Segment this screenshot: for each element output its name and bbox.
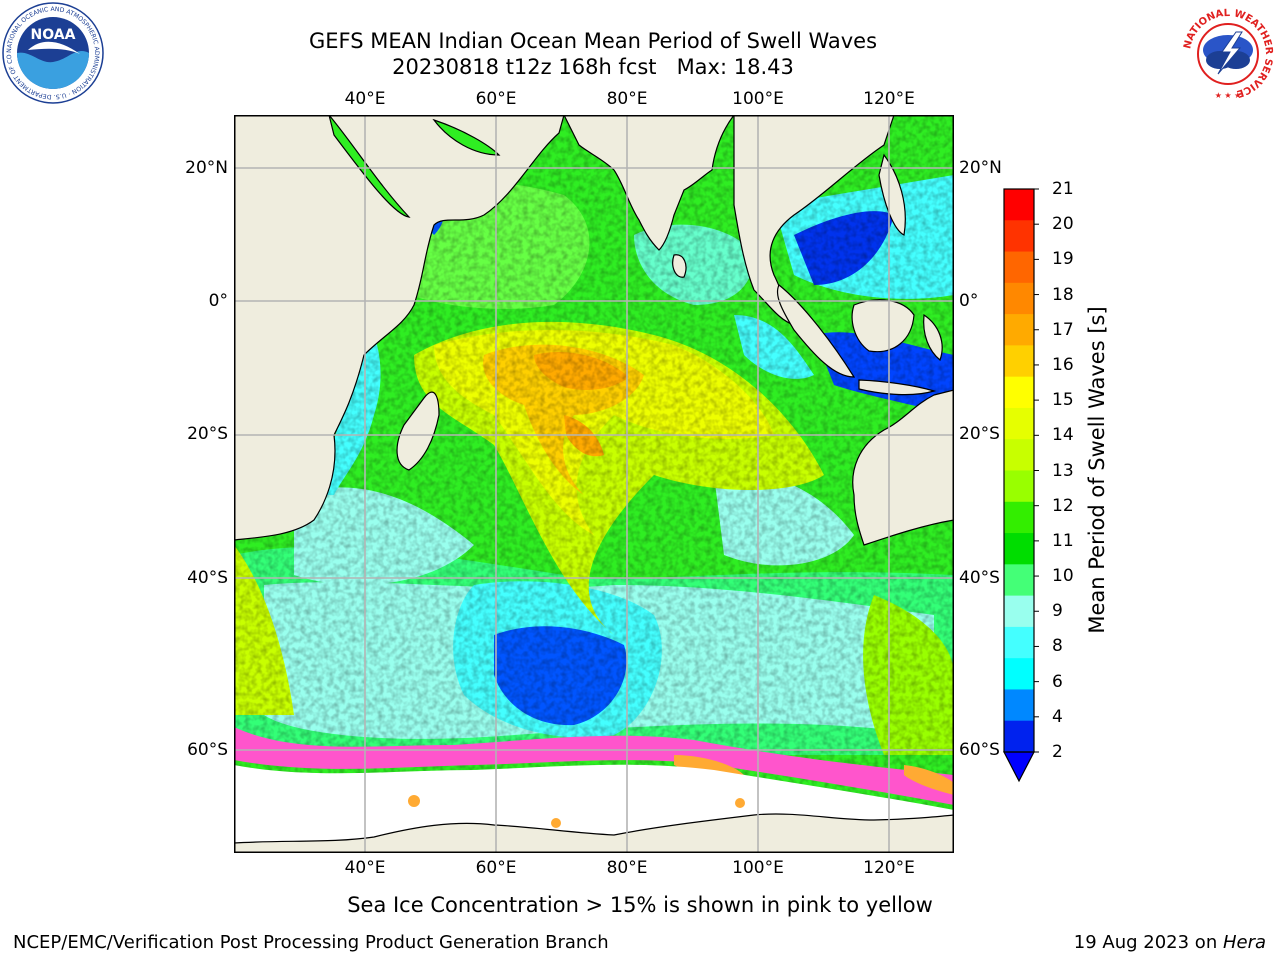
- sea-ice-edge: [234, 727, 954, 805]
- colorbar-segment: [1004, 439, 1034, 471]
- ice-fleck: [408, 795, 420, 807]
- colorbar-segment: [1004, 220, 1034, 253]
- svg-text:★ ★ ★: ★ ★ ★: [1215, 91, 1242, 100]
- land-java: [858, 379, 937, 396]
- colorbar-segment: [1004, 189, 1034, 221]
- colorbar-level-label: 9: [1052, 601, 1063, 622]
- colorbar-segment: [1004, 720, 1034, 753]
- colorbar-level-label: 4: [1052, 706, 1063, 727]
- colorbar-segment: [1004, 407, 1034, 440]
- map-border: [234, 115, 954, 853]
- sea-ice-note: Sea Ice Concentration > 15% is shown in …: [347, 893, 933, 917]
- colorbar-segment: [1004, 282, 1034, 315]
- lon-tick-bottom: 120°E: [863, 858, 915, 878]
- colorbar-segment: [1004, 689, 1034, 722]
- land-africa-arabia: [234, 115, 565, 541]
- colorbar-ticks: [1034, 188, 1039, 753]
- colorbar-level-label: 14: [1052, 425, 1074, 446]
- land-india: [563, 115, 735, 251]
- colorbar-level-label: 12: [1052, 495, 1074, 516]
- colorbar-segment: [1004, 376, 1034, 409]
- lon-tick-bottom: 40°E: [344, 858, 386, 878]
- noaa-logo: NATIONAL OCEANIC AND ATMOSPHERIC ADMINIS…: [2, 2, 104, 104]
- colorbar-segment: [1004, 251, 1034, 284]
- colorbar-segment: [1004, 595, 1034, 628]
- colorbar-segment: [1004, 658, 1034, 690]
- lat-tick-left: 60°S: [187, 740, 228, 760]
- persian-gulf: [432, 118, 501, 156]
- lon-tick-top: 100°E: [732, 89, 784, 109]
- colorbar-segment: [1004, 345, 1034, 378]
- map-frame: [234, 115, 954, 853]
- lon-tick-bottom: 80°E: [606, 858, 648, 878]
- colorbar: [1003, 188, 1039, 783]
- lat-tick-right: 40°S: [959, 568, 1000, 588]
- colorbar-segment: [1004, 626, 1034, 659]
- footer-host: Hera: [1222, 932, 1266, 953]
- lon-tick-top: 40°E: [344, 89, 386, 109]
- land-philippines: [878, 153, 906, 236]
- red-sea: [328, 115, 411, 218]
- colorbar-segments: [1004, 189, 1034, 753]
- colorbar-segment: [1004, 314, 1034, 346]
- colorbar-level-label: 2: [1052, 742, 1063, 762]
- colorbar-level-label: 13: [1052, 460, 1074, 481]
- land-madagascar: [396, 391, 440, 471]
- map-subtitle: 20230818 t12z 168h fcst Max: 18.43: [392, 55, 794, 79]
- ice-fleck: [735, 798, 745, 808]
- colorbar-segment: [1004, 470, 1034, 503]
- lat-tick-left: 20°S: [187, 424, 228, 444]
- colorbar-segment: [1004, 501, 1034, 534]
- lat-tick-right: 0°: [959, 291, 979, 311]
- swell-period-map: [234, 115, 954, 853]
- map-title: GEFS MEAN Indian Ocean Mean Period of Sw…: [308, 29, 878, 53]
- footer-date: 19 Aug 2023 on Hera: [1074, 932, 1266, 954]
- colorbar-level-label: 17: [1052, 319, 1074, 340]
- colorbar-level-label: 19: [1052, 249, 1074, 270]
- colorbar-label: Mean Period of Swell Waves [s]: [1085, 306, 1109, 634]
- land-antarctica: [234, 813, 954, 853]
- lat-tick-left: 0°: [208, 291, 228, 311]
- lon-tick-top: 120°E: [863, 89, 915, 109]
- colorbar-level-label: 20: [1052, 214, 1074, 235]
- land-sri-lanka: [672, 254, 687, 278]
- colorbar-level-label: 15: [1052, 390, 1074, 411]
- lon-tick-bottom: 60°E: [475, 858, 517, 878]
- colorbar-extend-arrow: [1003, 751, 1035, 783]
- land-australia: [852, 389, 954, 546]
- land-sumatra: [776, 284, 856, 378]
- colorbar-level-label: 10: [1052, 566, 1074, 587]
- colorbar-level-label: 16: [1052, 354, 1074, 375]
- graticule: [234, 115, 954, 853]
- lat-tick-right: 60°S: [959, 740, 1000, 760]
- footer-credit: NCEP/EMC/Verification Post Processing Pr…: [13, 932, 609, 953]
- colorbar-segment: [1004, 564, 1034, 597]
- nws-logo: NATIONAL WEATHER SERVICE ★ ★ ★: [1180, 6, 1276, 102]
- colorbar-segment: [1004, 533, 1034, 565]
- lon-tick-top: 80°E: [606, 89, 648, 109]
- lat-tick-right: 20°S: [959, 424, 1000, 444]
- ice-fleck: [551, 818, 561, 828]
- lon-tick-top: 60°E: [475, 89, 517, 109]
- lat-tick-left: 40°S: [187, 568, 228, 588]
- sea-ice-yellow-3: [904, 765, 954, 795]
- colorbar-level-label: 11: [1052, 530, 1074, 551]
- footer-date-text: 19 Aug 2023 on: [1073, 932, 1223, 953]
- colorbar-level-label: 8: [1052, 636, 1063, 657]
- colorbar-level-label: 21: [1052, 179, 1074, 199]
- lat-tick-left: 20°N: [185, 158, 228, 178]
- land-sulawesi: [923, 313, 943, 362]
- colorbar-level-label: 6: [1052, 671, 1063, 692]
- colorbar-level-label: 18: [1052, 284, 1074, 305]
- svg-text:NOAA: NOAA: [31, 27, 76, 43]
- lat-tick-right: 20°N: [959, 158, 1002, 178]
- lon-tick-bottom: 100°E: [732, 858, 784, 878]
